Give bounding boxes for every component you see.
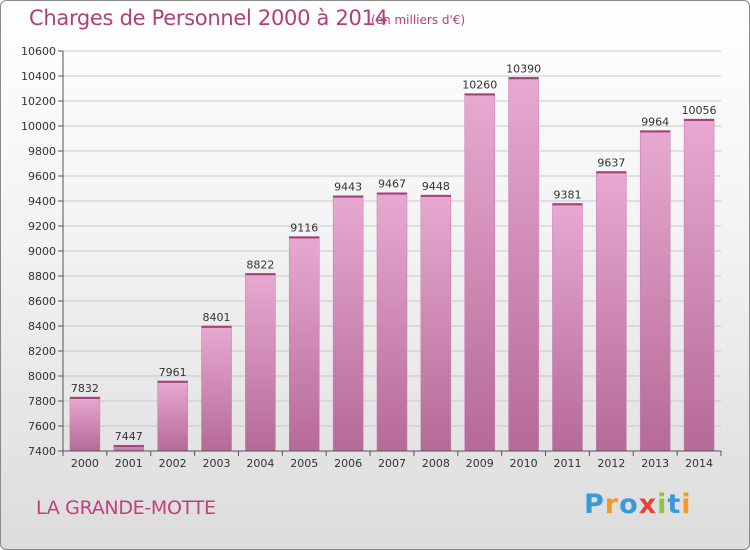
- y-tick-label: 9800: [28, 145, 56, 158]
- value-label: 10390: [506, 62, 541, 75]
- value-label: 9448: [422, 180, 450, 193]
- y-tick-label: 8200: [28, 345, 56, 358]
- bar: [69, 396, 101, 452]
- value-label: 10056: [682, 104, 717, 117]
- y-tick-label: 10400: [21, 70, 56, 83]
- bar: [464, 93, 495, 452]
- x-tick-label: 2000: [71, 457, 99, 470]
- x-tick-label: 2011: [553, 457, 581, 470]
- x-tick-label: 2006: [334, 457, 362, 470]
- y-tick-labels: 7400 7600 7800 8000 8200 8400 8600 8800 9000 9200…: [21, 45, 56, 458]
- x-tick-label: 2001: [115, 457, 143, 470]
- x-tick-label: 2003: [203, 457, 231, 470]
- x-tick-label: 2004: [246, 457, 274, 470]
- value-label: 9467: [378, 178, 406, 191]
- proxiti-logo: Proxiti: [584, 489, 692, 520]
- logo-letter: r: [604, 489, 620, 520]
- bar: [245, 273, 276, 452]
- bar: [420, 194, 452, 452]
- x-tick-label: 2007: [378, 457, 406, 470]
- bar: [376, 192, 408, 452]
- x-tick-label: 2005: [290, 457, 318, 470]
- bar: [639, 130, 671, 452]
- chart-title: Charges de Personnel 2000 à 2014: [29, 6, 388, 30]
- y-tick-label: 9000: [28, 245, 56, 258]
- bar: [157, 380, 188, 452]
- value-label: 7832: [71, 382, 99, 395]
- logo-letter: P: [584, 489, 605, 520]
- y-tick-label: 10000: [21, 120, 56, 133]
- y-tick-label: 7400: [28, 445, 56, 458]
- x-tick-label: 2008: [422, 457, 450, 470]
- x-tick-label: 2009: [466, 457, 494, 470]
- y-tick-label: 9200: [28, 220, 56, 233]
- axes: [58, 50, 722, 456]
- x-tick-label: 2013: [641, 457, 669, 470]
- y-tick-label: 8000: [28, 370, 56, 383]
- bar: [332, 195, 364, 452]
- bar: [683, 118, 715, 452]
- value-label: 9116: [290, 222, 318, 235]
- y-tick-label: 7800: [28, 395, 56, 408]
- logo-letter: i: [681, 489, 692, 520]
- value-label: 7961: [159, 366, 187, 379]
- x-tick-label: 2002: [159, 457, 187, 470]
- y-tick-label: 7600: [28, 420, 56, 433]
- bar: [596, 171, 627, 452]
- value-label: 8401: [203, 311, 231, 324]
- chart-subtitle: (en milliers d'€): [371, 13, 466, 27]
- x-tick-label: 2010: [510, 457, 538, 470]
- y-tick-label: 9400: [28, 195, 56, 208]
- value-label: 9443: [334, 181, 362, 194]
- y-tick-label: 10600: [21, 45, 56, 58]
- y-tick-label: 8400: [28, 320, 56, 333]
- x-tick-label: 2014: [685, 457, 713, 470]
- x-tick-label: 2012: [597, 457, 625, 470]
- logo-letter: t: [667, 489, 682, 520]
- x-tick-labels: 2000 2001 2002 2003 2004 2005 2006 2007 2008 2009…: [71, 457, 713, 470]
- value-label: 10260: [462, 79, 497, 92]
- logo-letter: o: [619, 489, 639, 520]
- y-tick-label: 8600: [28, 295, 56, 308]
- logo-letter: i: [657, 489, 668, 520]
- value-label: 8822: [246, 258, 274, 271]
- value-label: 7447: [115, 430, 143, 443]
- y-tick-label: 9600: [28, 170, 56, 183]
- value-labels: 7832 7447 7961 8401 8822 9116 9443 9467 9448 1026…: [71, 62, 717, 443]
- y-tick-label: 8800: [28, 270, 56, 283]
- bars: [69, 77, 715, 452]
- bar: [508, 77, 539, 452]
- bar: [201, 325, 232, 452]
- commune-name: LA GRANDE-MOTTE: [36, 497, 216, 519]
- logo-letter: x: [638, 489, 658, 520]
- value-label: 9964: [641, 116, 669, 129]
- value-label: 9637: [597, 156, 625, 169]
- bar: [289, 236, 320, 452]
- bar: [552, 203, 583, 452]
- value-label: 9381: [553, 188, 581, 201]
- y-tick-label: 10200: [21, 95, 56, 108]
